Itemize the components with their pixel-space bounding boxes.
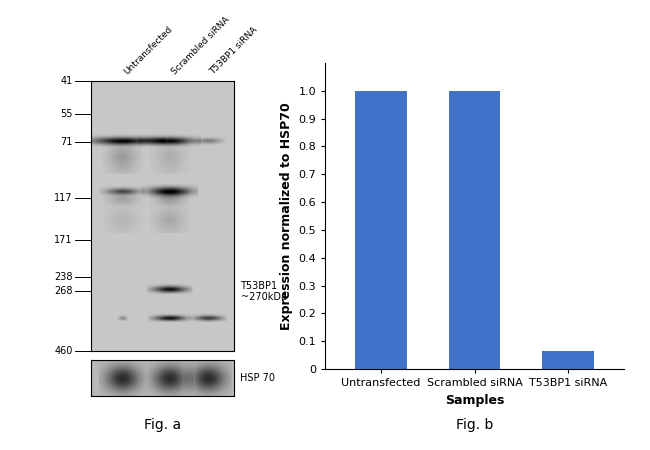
Bar [448, 91, 500, 369]
Text: 55: 55 [60, 109, 73, 119]
Text: Scrambled siRNA: Scrambled siRNA [170, 15, 231, 76]
Text: Untransfected: Untransfected [122, 25, 174, 76]
Text: Fig. b: Fig. b [456, 418, 493, 432]
Text: HSP 70: HSP 70 [240, 373, 276, 383]
Text: T53BP1
~270kDa: T53BP1 ~270kDa [240, 281, 287, 302]
Text: T53BP1 siRNA: T53BP1 siRNA [208, 25, 259, 77]
Text: 268: 268 [55, 286, 73, 296]
Text: 238: 238 [55, 272, 73, 283]
X-axis label: Samples: Samples [445, 394, 504, 407]
Text: 71: 71 [60, 137, 73, 147]
Text: 117: 117 [55, 193, 73, 203]
Bar [356, 91, 407, 369]
Y-axis label: Expression normalized to HSP70: Expression normalized to HSP70 [280, 102, 292, 330]
Text: 460: 460 [55, 346, 73, 356]
Text: 41: 41 [60, 76, 73, 86]
Bar [542, 351, 593, 369]
Text: 171: 171 [55, 235, 73, 246]
Text: Fig. a: Fig. a [144, 418, 181, 432]
